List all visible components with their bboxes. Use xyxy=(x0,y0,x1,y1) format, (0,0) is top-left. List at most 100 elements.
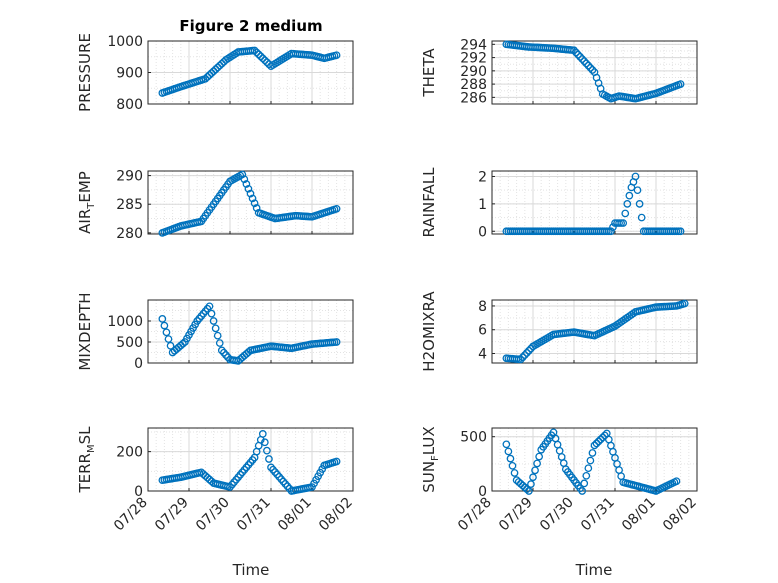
data-point xyxy=(263,58,271,67)
y-axis-label: SUNFLUX xyxy=(420,426,441,492)
data-point xyxy=(584,61,593,70)
data-point xyxy=(283,482,292,491)
y-tick-label: 294 xyxy=(460,37,487,53)
x-axis-label-right: Time xyxy=(575,561,613,579)
data-point xyxy=(217,346,226,355)
y-tick-label: 0 xyxy=(478,224,487,240)
data-point xyxy=(260,56,269,65)
data-point xyxy=(240,175,249,184)
data-point xyxy=(555,446,564,455)
data-point xyxy=(260,438,269,447)
y-tick-label: 500 xyxy=(116,335,143,351)
y-axis-label: AIRTEMP xyxy=(76,171,97,234)
subplot-mixdepth: 0 500 1000 MIXDEPTH xyxy=(76,292,354,372)
data-point xyxy=(680,299,689,308)
data-point xyxy=(588,66,597,74)
y-tick-label: 0 xyxy=(134,484,143,500)
figure-title: Figure 2 medium xyxy=(179,17,322,35)
y-tick-label: 288 xyxy=(460,77,487,93)
data-point xyxy=(215,61,224,70)
data-point xyxy=(179,339,187,348)
data-point xyxy=(213,63,222,72)
data-point xyxy=(256,52,265,61)
data-point xyxy=(215,339,224,347)
x-tick-label: 08/01 xyxy=(275,495,315,535)
data-point xyxy=(252,48,261,57)
data-point xyxy=(242,180,251,188)
data-point xyxy=(520,351,529,359)
x-tick-label: 08/02 xyxy=(316,495,356,535)
data-point xyxy=(574,50,582,59)
data-point xyxy=(600,431,609,440)
y-tick-label: 0 xyxy=(478,484,487,500)
data-point xyxy=(572,48,580,57)
subplot-sun: 0 500 07/28 07/29 07/30 07/31 08/01 08/02 SUNFLU… xyxy=(420,426,700,534)
data-point xyxy=(166,341,175,350)
data-point xyxy=(531,466,539,475)
data-point xyxy=(220,348,228,357)
axes-box xyxy=(491,40,698,105)
data-point xyxy=(518,353,527,362)
data-point xyxy=(604,435,613,444)
data-point xyxy=(588,449,597,457)
y-tick-label: 1000 xyxy=(107,34,143,50)
data-point xyxy=(258,54,267,63)
data-point xyxy=(160,321,169,330)
data-point xyxy=(557,453,566,461)
data-point xyxy=(222,351,230,359)
data-point xyxy=(516,355,525,364)
x-axis-label-left: Time xyxy=(232,561,270,579)
data-point xyxy=(281,480,290,488)
data-point xyxy=(279,477,288,486)
data-point xyxy=(522,485,531,494)
axes-box xyxy=(147,170,354,235)
y-tick-label: 286 xyxy=(460,90,487,106)
x-tick-label: 07/29 xyxy=(152,495,192,535)
data-point xyxy=(332,338,341,346)
data-point xyxy=(621,209,630,218)
data-point xyxy=(578,487,587,495)
y-tick-label: 1000 xyxy=(107,314,143,330)
x-tick-label: 07/29 xyxy=(496,495,536,535)
data-point xyxy=(217,59,226,68)
data-point xyxy=(263,446,271,455)
data-point xyxy=(578,55,587,63)
data-point xyxy=(254,50,263,59)
y-tick-label: 292 xyxy=(460,51,487,67)
data-point xyxy=(238,170,247,179)
y-tick-label: 200 xyxy=(116,445,143,461)
y-axis-label: H2OMIXRA xyxy=(420,291,438,372)
data-point xyxy=(273,470,281,479)
data-point xyxy=(592,439,601,448)
data-point xyxy=(525,487,533,495)
data-point xyxy=(332,51,341,60)
x-tick-label: 08/01 xyxy=(619,495,659,535)
y-tick-label: 500 xyxy=(460,430,487,446)
data-point xyxy=(535,452,544,461)
data-point xyxy=(596,435,605,444)
data-point xyxy=(209,67,218,76)
data-point xyxy=(506,454,515,463)
data-point xyxy=(271,468,279,476)
data-point xyxy=(576,52,585,61)
data-point xyxy=(529,473,537,482)
data-point xyxy=(623,200,632,208)
data-point xyxy=(527,480,535,488)
data-point xyxy=(609,223,617,232)
data-point xyxy=(633,186,642,195)
data-point xyxy=(209,317,218,325)
data-point xyxy=(637,213,646,222)
y-tick-label: 2 xyxy=(478,169,487,185)
data-point xyxy=(582,471,591,480)
data-point xyxy=(510,469,519,477)
data-point xyxy=(586,63,595,72)
data-point xyxy=(672,477,681,486)
y-tick-label: 900 xyxy=(116,66,143,82)
data-point xyxy=(580,479,589,488)
data-point xyxy=(522,349,531,357)
data-point xyxy=(508,461,517,470)
data-point xyxy=(207,477,216,486)
data-point xyxy=(201,74,210,83)
